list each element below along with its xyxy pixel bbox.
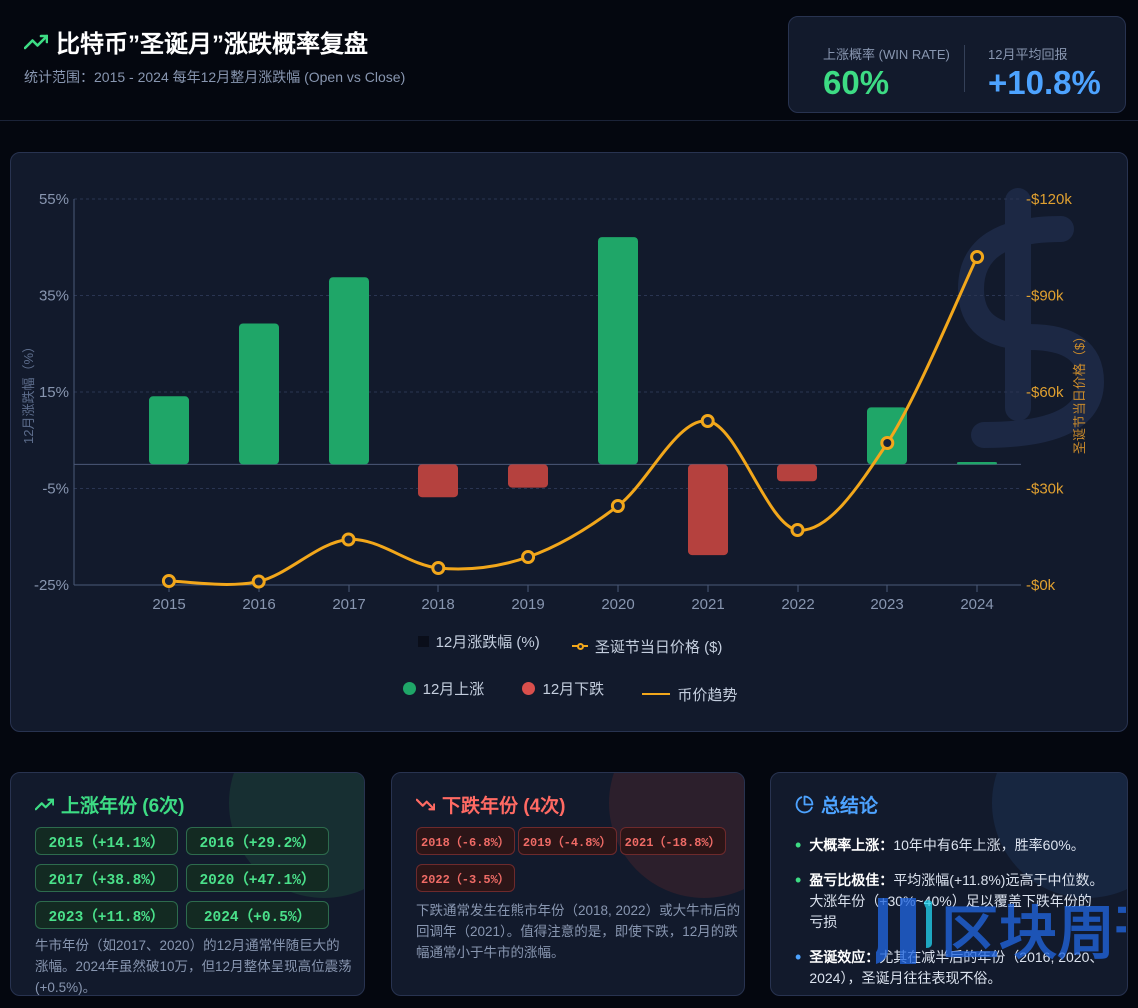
svg-text:2017: 2017 [332,596,365,613]
svg-text:2018: 2018 [421,596,454,613]
svg-text:15%: 15% [39,384,69,401]
svg-text:2023: 2023 [870,596,903,613]
svg-text:2021: 2021 [691,596,724,613]
svg-text:-25%: -25% [34,577,69,594]
svg-text:2024: 2024 [960,596,993,613]
svg-text:-5%: -5% [42,481,69,498]
svg-text:12月涨跌幅（%）: 12月涨跌幅（%） [21,340,36,444]
svg-text:2022: 2022 [781,596,814,613]
svg-text:2020: 2020 [601,596,634,613]
svg-text:区块周刊: 区块周刊 [941,901,1126,966]
svg-text:-$0k: -$0k [1026,577,1056,594]
svg-text:圣诞节当日价格（$）: 圣诞节当日价格（$） [1072,330,1087,454]
svg-text:35%: 35% [39,288,69,305]
svg-text:-$90k: -$90k [1026,288,1064,305]
svg-text:-$30k: -$30k [1026,481,1064,498]
svg-text:2019: 2019 [511,596,544,613]
svg-text:-$60k: -$60k [1026,384,1064,401]
svg-text:2015: 2015 [152,596,185,613]
svg-text:2016: 2016 [242,596,275,613]
svg-text:55%: 55% [39,191,69,208]
svg-text:-$120k: -$120k [1026,191,1072,208]
